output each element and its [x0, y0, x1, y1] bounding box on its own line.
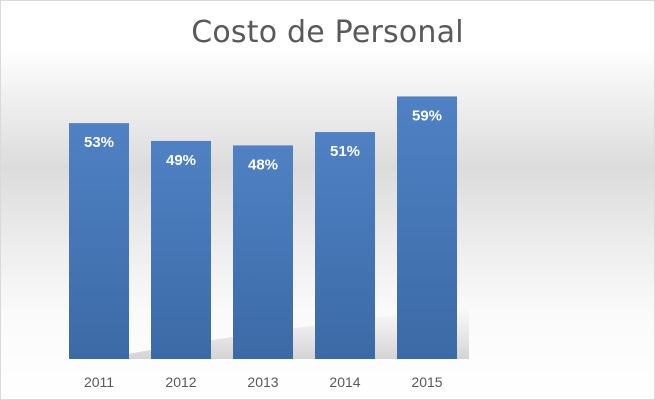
data-label-2014: 51%: [330, 143, 360, 160]
data-label-2011: 53%: [84, 134, 114, 151]
chart-title: Costo de Personal: [191, 15, 464, 50]
bar-2015: [397, 96, 457, 359]
data-labels-group: 53% 49% 48% 51% 59%: [84, 107, 442, 173]
data-label-2015: 59%: [412, 107, 442, 124]
bars-group: [69, 96, 457, 360]
x-tick-label-2011: 2011: [84, 374, 114, 390]
x-axis-tick-labels: 2011 2012 2013 2014 2015: [84, 374, 443, 390]
x-tick-label-2013: 2013: [247, 374, 278, 390]
x-tick-label-2012: 2012: [165, 374, 196, 390]
data-label-2012: 49%: [166, 152, 196, 169]
bar-2014: [315, 132, 375, 359]
bar-2012: [151, 140, 211, 359]
data-label-2013: 48%: [248, 156, 278, 173]
bar-2013: [233, 145, 293, 359]
x-tick-label-2014: 2014: [329, 374, 360, 390]
x-tick-label-2015: 2015: [411, 374, 442, 390]
bar-2011: [69, 123, 129, 360]
